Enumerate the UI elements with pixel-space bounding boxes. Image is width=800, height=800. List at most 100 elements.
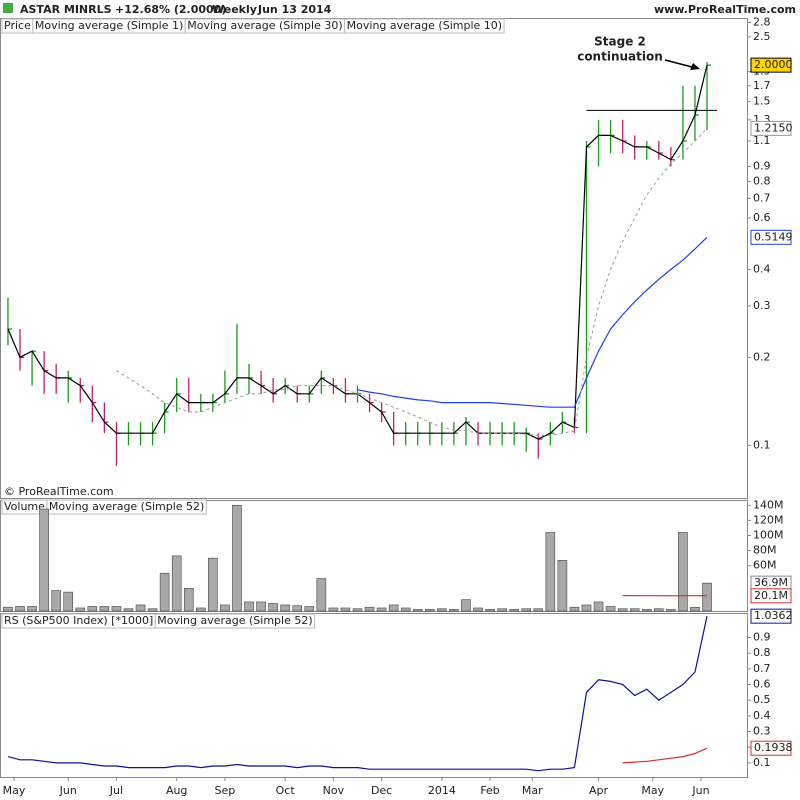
y-tick-label: 0.1 xyxy=(753,438,771,451)
volume-bar xyxy=(232,504,242,612)
volume-panel xyxy=(0,500,748,612)
volume-bar xyxy=(581,604,592,612)
copyright: © ProRealTime.com xyxy=(4,485,114,498)
volume-bar xyxy=(593,601,604,612)
last-value-label: 20.1M xyxy=(754,589,788,602)
rs-panel xyxy=(0,613,748,778)
volume-bar xyxy=(123,608,134,612)
y-tick-label: 2.8 xyxy=(753,15,771,28)
last-value-label: 1.0362 xyxy=(754,609,793,622)
volume-bar xyxy=(292,605,303,612)
y-tick-label: 0.3 xyxy=(753,299,771,312)
volume-bar xyxy=(629,608,640,612)
volume-bar xyxy=(183,588,194,612)
x-tick-label: Sep xyxy=(215,784,236,797)
y-tick-label: 1.1 xyxy=(753,134,771,147)
y-tick-label: 0.2 xyxy=(753,350,771,363)
x-tick-label: Aug xyxy=(166,784,187,797)
y-tick-label: 0.9 xyxy=(753,631,771,644)
last-value-label: 0.5149 xyxy=(754,230,793,243)
legend-box xyxy=(46,499,207,515)
annotation: Stage 2 xyxy=(594,35,646,49)
volume-bar xyxy=(147,608,158,612)
volume-bar xyxy=(376,607,387,612)
x-tick-label: Jun xyxy=(691,784,709,797)
arrow-head xyxy=(690,63,700,70)
y-tick-label: 2.5 xyxy=(753,30,771,43)
volume-bar xyxy=(569,606,580,612)
x-tick-label: Jul xyxy=(109,784,123,797)
volume-bar xyxy=(545,532,556,612)
volume-bar xyxy=(364,606,375,612)
y-tick-label: 0.3 xyxy=(753,725,771,738)
y-tick-label: 0.7 xyxy=(753,191,771,204)
y-tick-label: 0.8 xyxy=(753,646,771,659)
volume-bar xyxy=(497,608,507,612)
arrow xyxy=(664,59,697,69)
volume-bar xyxy=(51,590,61,612)
legend-entry: Moving average (Simple 52) xyxy=(49,500,204,513)
volume-bar xyxy=(641,609,652,612)
period: Weekly xyxy=(212,3,257,16)
volume-bar xyxy=(63,591,74,612)
legend-entry: Moving average (Simple 52) xyxy=(157,614,312,627)
legend-entry: Volume xyxy=(4,500,45,513)
last-value-label: 2.0000 xyxy=(754,58,793,71)
volume-bar xyxy=(159,572,170,612)
volume-bar xyxy=(280,604,290,612)
volume-bar xyxy=(340,607,351,612)
volume-bar xyxy=(304,606,315,612)
y-tick-label: 80M xyxy=(753,544,777,557)
volume-bar xyxy=(99,606,110,612)
volume-bar xyxy=(485,609,495,612)
volume-bar xyxy=(352,608,363,612)
x-tick-label: Feb xyxy=(480,784,499,797)
volume-bar xyxy=(690,606,700,612)
legend-entry: Price xyxy=(4,19,31,32)
volume-bar xyxy=(605,606,616,612)
volume-bar xyxy=(135,604,146,612)
volume-bar xyxy=(15,606,25,612)
series-line xyxy=(116,128,708,436)
legend-entry: Moving average (Simple 30) xyxy=(187,19,342,32)
x-tick-label: Apr xyxy=(589,784,609,797)
volume-bar xyxy=(244,601,254,612)
volume-bar xyxy=(256,601,266,612)
volume-bar xyxy=(220,604,230,612)
last-value-box xyxy=(750,229,792,245)
legend-box xyxy=(154,613,316,629)
legend-entry: Moving average (Simple 10) xyxy=(347,19,502,32)
y-tick-label: 1.7 xyxy=(753,79,771,92)
volume-bar xyxy=(533,608,544,612)
legend-entry: RS (S&P500 Index) [*1000] xyxy=(4,614,153,627)
y-tick-label: 0.5 xyxy=(753,693,771,706)
symbol: ASTAR MINRLS xyxy=(20,3,112,16)
volume-bar xyxy=(654,608,664,612)
series-line xyxy=(357,236,708,408)
volume-bar xyxy=(449,609,459,612)
x-tick-label: Jun xyxy=(59,784,77,797)
change: +12.68% (2.0000) xyxy=(115,3,226,16)
x-tick-label: 2014 xyxy=(428,784,456,797)
volume-bar xyxy=(388,604,399,612)
legend-box xyxy=(344,18,505,34)
y-tick-label: 0.4 xyxy=(753,709,771,722)
x-tick-label: Mar xyxy=(522,784,543,797)
y-tick-label: 0.8 xyxy=(753,174,771,187)
volume-bar xyxy=(617,608,628,612)
volume-bar xyxy=(666,609,676,612)
volume-bar xyxy=(3,606,13,612)
y-tick-label: 0.6 xyxy=(753,211,771,224)
annotation: continuation xyxy=(577,50,663,64)
volume-bar xyxy=(171,555,182,612)
volume-bar xyxy=(39,508,49,612)
volume-bar xyxy=(702,582,712,612)
volume-bar xyxy=(461,599,471,612)
date: Jun 13 2014 xyxy=(257,3,332,16)
legend-entry: Moving average (Simple 1) xyxy=(35,19,183,32)
volume-bar xyxy=(521,608,532,612)
y-tick-label: 100M xyxy=(753,528,784,541)
y-tick-label: 0.9 xyxy=(753,159,771,172)
volume-bar xyxy=(75,607,86,612)
